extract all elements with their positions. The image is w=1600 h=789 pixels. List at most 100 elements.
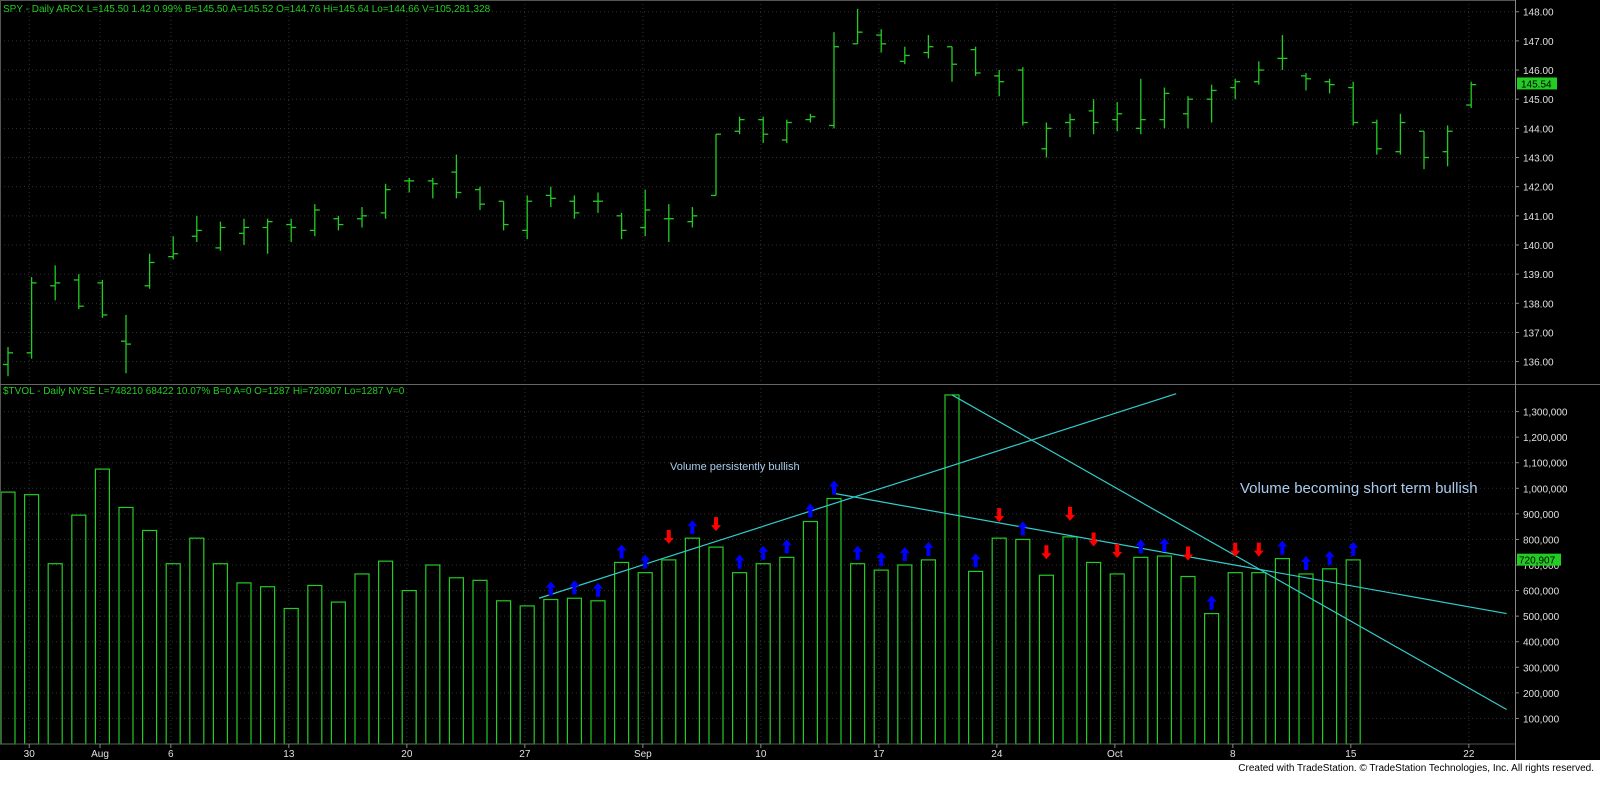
up-arrow-icon [829,480,839,495]
price-tick-label: 138.00 [1523,299,1554,310]
volume-bar [543,598,559,745]
volume-trendlines [538,393,1507,711]
x-tick-label: 27 [519,749,531,760]
volume-bar [189,537,205,745]
volume-bar [708,546,724,745]
annotation-volume-persistently-bullish: Volume persistently bullish [670,461,800,473]
down-arrow-icon [711,517,721,532]
volume-pane-header: $TVOL - Daily NYSE L=748210 68422 10.07%… [3,386,405,397]
annotation-volume-short-term-bullish: Volume becoming short term bullish [1240,480,1478,497]
up-arrow-icon [758,545,769,560]
x-tick-label: 8 [1230,749,1236,760]
volume-bar [1133,556,1149,745]
up-arrow-icon [1324,550,1335,565]
price-pane-header: SPY - Daily ARCX L=145.50 1.42 0.99% B=1… [3,4,491,15]
volume-bar [991,537,1007,745]
up-arrow-icon [545,581,556,596]
volume-tick-label: 700,000 [1523,561,1560,572]
volume-bar [94,468,111,745]
volume-trendline [833,492,1507,615]
chart-canvas: 30 Aug 6 13 20 27 Sep 10 17 24 Oct 8 15 22 136.00 137.0… [0,0,1600,760]
footer-copyright: Created with TradeStation. © TradeStatio… [1238,763,1594,774]
volume-bar [873,569,889,745]
x-tick-label: 20 [401,749,413,760]
volume-bar [472,579,488,745]
axis-labels: 30 Aug 6 13 20 27 Sep 10 17 24 Oct 8 15 22 136.00 137.0… [24,8,1568,760]
x-tick-label: Aug [91,749,109,760]
volume-bar [920,559,937,745]
down-arrow-icon [1230,542,1241,557]
volume-trendline [951,394,1507,711]
x-tick-label: 6 [168,749,174,760]
volume-bar [260,586,276,745]
up-arrow-icon [1206,595,1217,610]
volume-bar [1156,555,1173,745]
volume-bar [566,597,583,745]
volume-bar [1038,574,1055,745]
down-arrow-icon [1041,545,1052,560]
volume-bar [1015,538,1031,745]
price-tick-label: 142.00 [1523,183,1554,194]
volume-tick-label: 200,000 [1523,689,1560,700]
volume-bar [661,559,677,745]
volume-bar [1274,558,1291,745]
up-arrow-icon [923,541,934,556]
volume-bar [448,577,464,745]
price-tick-label: 137.00 [1523,328,1554,339]
up-arrow-icon [876,552,887,567]
up-arrow-icon [1277,540,1288,555]
up-arrow-icon [734,554,745,569]
volume-tick-label: 800,000 [1523,535,1560,546]
volume-bar [684,537,701,745]
up-arrow-icon [687,520,698,535]
up-arrow-icon [1135,539,1146,554]
up-arrow-icon [1017,521,1028,536]
volume-bar [590,600,606,745]
x-tick-label: Sep [634,749,652,760]
volume-bar [779,556,795,745]
volume-bar [1251,572,1267,745]
volume-bar [142,529,158,745]
volume-last-marker [1517,553,1561,566]
up-arrow-icon [805,503,816,518]
down-arrow-icon [994,508,1005,523]
volume-bar [236,582,252,745]
volume-tick-label: 1,000,000 [1523,484,1568,495]
price-tick-label: 148.00 [1523,8,1554,19]
up-arrow-icon [1159,538,1170,553]
volume-bar [307,584,323,745]
down-arrow-icon [1065,506,1075,521]
x-tick-label: 17 [873,749,885,760]
volume-tick-label: 600,000 [1523,587,1560,598]
volume-bar [496,600,512,745]
x-tick-label: 22 [1463,749,1475,760]
volume-bar [283,607,299,745]
up-arrow-icon [616,544,627,559]
volume-last-label: 720,907 [1519,556,1556,567]
volume-bar [944,394,960,745]
volume-bar [1321,568,1338,745]
up-arrow-icon [593,582,603,597]
volume-bar [1085,561,1102,745]
volume-bar [1298,573,1314,745]
volume-tick-label: 500,000 [1523,612,1560,623]
price-tick-label: 146.00 [1523,66,1554,77]
footer-bar: Created with TradeStation. © TradeStatio… [0,760,1600,789]
volume-tick-label: 400,000 [1523,638,1560,649]
x-tick-label: 13 [283,749,295,760]
volume-signal-arrows [545,480,1359,610]
volume-tick-label: 1,200,000 [1523,433,1568,444]
up-arrow-icon [640,554,651,569]
volume-trendline [538,393,1177,599]
down-arrow-icon [663,529,674,544]
price-tick-label: 147.00 [1523,37,1554,48]
up-arrow-icon [569,580,580,595]
volume-bar [826,497,842,745]
volume-bar [118,506,134,745]
volume-tick-label: 100,000 [1523,714,1560,725]
volume-tick-label: 1,100,000 [1523,459,1568,470]
price-ohlc-bars [3,8,1477,377]
price-last-label: 145.54 [1521,79,1552,90]
volume-bar [1203,612,1220,745]
volume-bar [1062,536,1078,745]
